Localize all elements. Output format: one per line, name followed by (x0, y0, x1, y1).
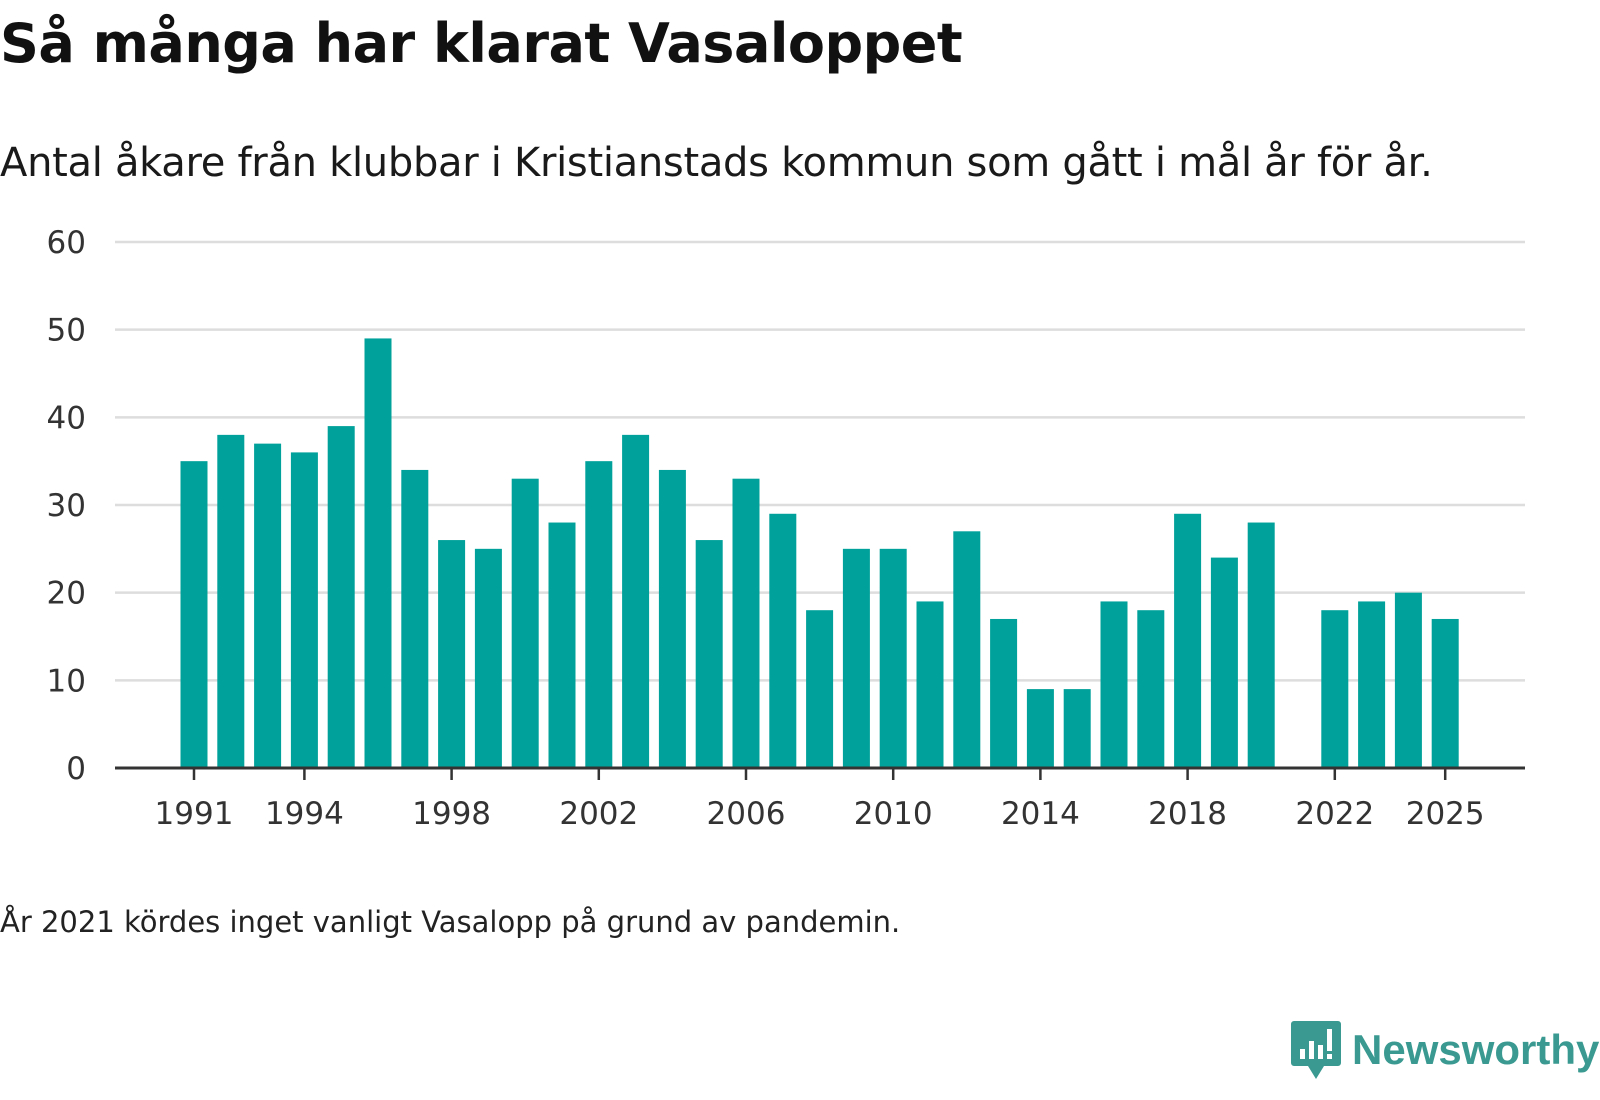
bar-2018 (1174, 513, 1202, 768)
bar-2020 (1247, 522, 1275, 768)
x-tick-label: 2022 (1295, 796, 1374, 832)
bar-2019 (1210, 557, 1238, 768)
y-tick-label: 40 (47, 400, 86, 436)
bar-2008 (806, 610, 834, 768)
y-tick-label: 50 (47, 313, 86, 349)
bar-2013 (990, 618, 1018, 768)
bar-2023 (1358, 601, 1386, 768)
bar-2003 (622, 434, 650, 768)
x-tick-label: 2014 (1001, 796, 1080, 832)
y-tick-label: 30 (47, 488, 86, 524)
bar-2025 (1431, 618, 1459, 768)
bar-1998 (438, 540, 466, 768)
bar-1996 (364, 338, 392, 768)
axes: 0 10 20 30 40 50 60 1991 1994 1998 2002 2006 2010 201… (47, 225, 1525, 832)
bar-2011 (916, 601, 944, 768)
bar-1999 (474, 548, 502, 768)
bar-2006 (732, 478, 760, 768)
bars (180, 338, 1459, 768)
brand-name: Newsworthy (1352, 1026, 1600, 1073)
x-tick-label: 2018 (1148, 796, 1227, 832)
chart-footnote: År 2021 kördes inget vanligt Vasalopp på… (0, 905, 901, 939)
bar-2017 (1137, 610, 1165, 768)
bar-2009 (842, 548, 870, 768)
bar-2014 (1026, 689, 1054, 768)
bar-1991 (180, 461, 208, 768)
y-tick-label: 60 (47, 225, 86, 261)
bar-1992 (217, 434, 245, 768)
bar-2022 (1321, 610, 1349, 768)
bar-2012 (953, 531, 981, 768)
x-tick-label: 1991 (155, 796, 234, 832)
bar-2016 (1100, 601, 1128, 768)
chart-subtitle: Antal åkare från klubbar i Kristianstads… (0, 140, 1433, 186)
bar-2024 (1394, 592, 1422, 768)
chart-title: Så många har klarat Vasaloppet (0, 12, 963, 75)
x-tick-label: 2010 (854, 796, 933, 832)
x-tick-label: 2002 (559, 796, 638, 832)
newsworthy-logo: Newsworthy (1290, 1015, 1599, 1085)
bar-2005 (695, 540, 723, 768)
bar-2002 (585, 461, 613, 768)
x-tick-label: 1994 (265, 796, 344, 832)
bar-1997 (401, 469, 429, 768)
bar-chart: 0 10 20 30 40 50 60 1991 1994 1998 2002 2006 2010 201… (47, 225, 1525, 832)
bar-2015 (1063, 689, 1091, 768)
newsworthy-logo-icon (1291, 1021, 1341, 1079)
bar-2000 (511, 478, 539, 768)
x-tick-label: 2025 (1406, 796, 1485, 832)
bar-2004 (658, 469, 686, 768)
bar-2010 (879, 548, 907, 768)
x-tick-label: 2006 (707, 796, 786, 832)
bar-1994 (290, 452, 318, 768)
y-tick-label: 20 (47, 576, 86, 612)
y-tick-label: 0 (66, 751, 86, 787)
bar-1993 (254, 443, 282, 768)
bar-1995 (327, 426, 355, 768)
bar-2001 (548, 522, 576, 768)
x-tick-label: 1998 (412, 796, 491, 832)
y-tick-label: 10 (47, 663, 86, 699)
bar-2007 (769, 513, 797, 768)
